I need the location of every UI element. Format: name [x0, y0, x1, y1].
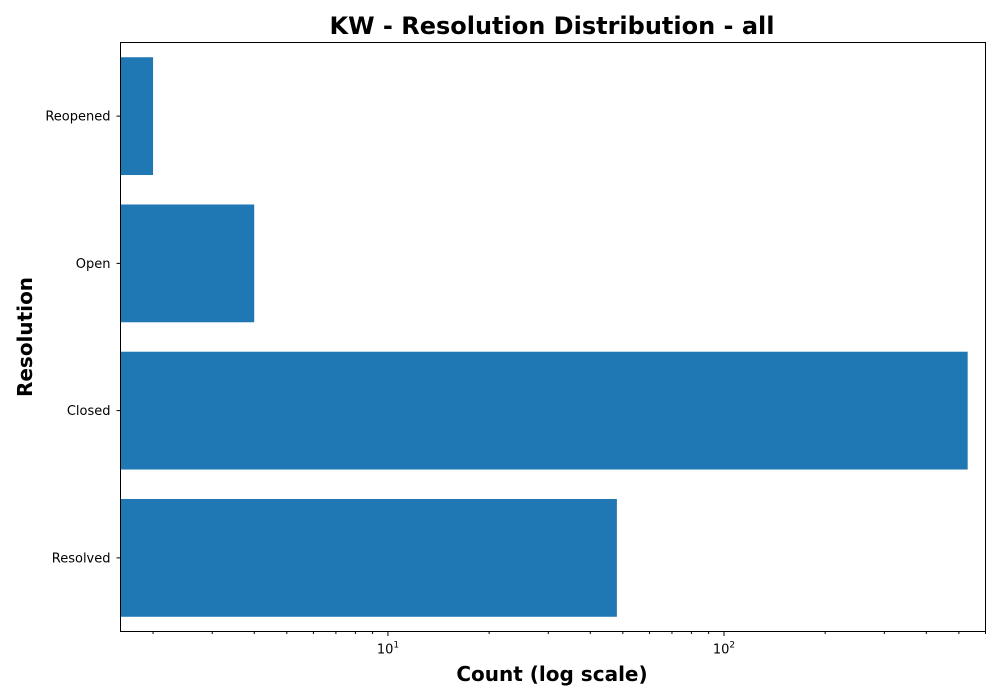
bars-group — [120, 57, 968, 617]
x-tick-label: 101 — [377, 641, 399, 658]
y-axis-label: Resolution — [13, 277, 37, 397]
y-tick-label: Closed — [67, 404, 111, 419]
plot-frame — [120, 42, 986, 632]
bar-reopened — [120, 57, 154, 176]
x-tick-label: 102 — [713, 641, 735, 658]
chart-title: KW - Resolution Distribution - all — [329, 12, 774, 40]
y-tick-label: Resolved — [52, 551, 111, 566]
y-tick-label: Reopened — [45, 110, 110, 125]
y-axis-ticks: Reopened Open Closed Resolved — [45, 110, 121, 566]
bar-closed — [120, 351, 968, 470]
bar-resolved — [120, 498, 617, 617]
y-tick-label: Open — [76, 257, 111, 272]
x-axis-label: Count (log scale) — [456, 662, 647, 686]
x-axis-ticks: 101 102 — [152, 631, 986, 658]
bar-open — [120, 204, 255, 323]
